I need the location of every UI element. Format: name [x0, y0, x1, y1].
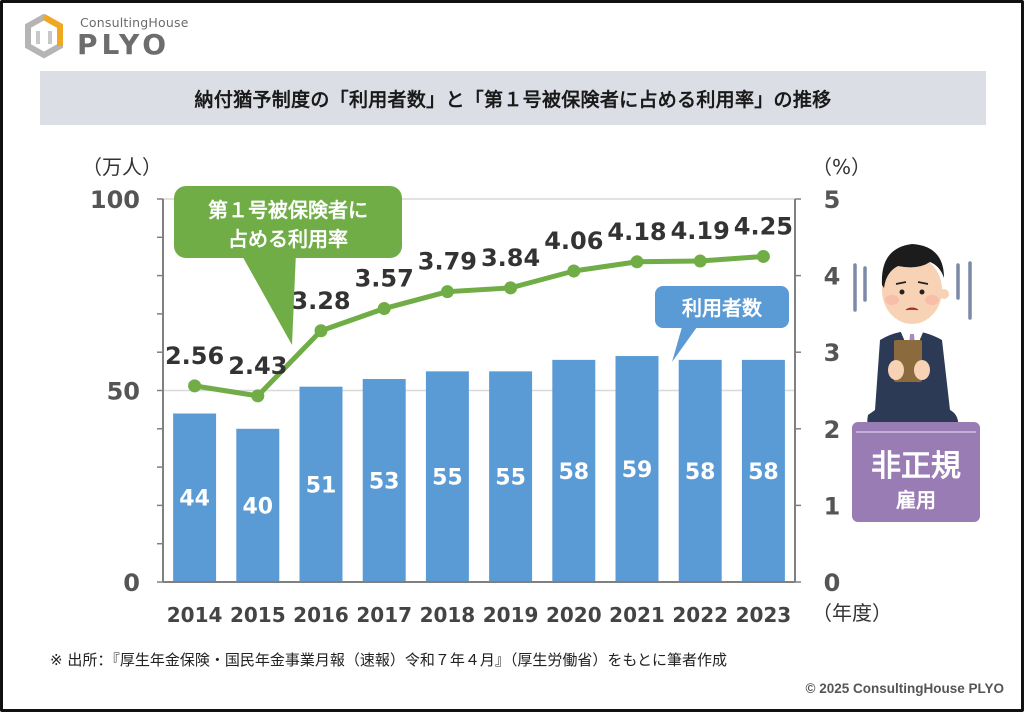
shake-lines	[853, 261, 972, 320]
x-tick-label: 2016	[293, 603, 349, 627]
rate-line	[194, 253, 764, 399]
bar-value-label: 44	[179, 487, 210, 512]
rate-point-2014	[188, 379, 202, 393]
bar-value-label: 59	[622, 458, 653, 483]
rate-point-2018	[440, 285, 454, 299]
right-axis-unit: （%）	[812, 155, 871, 179]
head	[882, 256, 942, 324]
bar-2016	[299, 386, 343, 582]
sign-label-line2: 雇用	[896, 488, 936, 512]
rate-value-label: 3.57	[355, 265, 414, 293]
sign-board	[852, 422, 980, 522]
right-tick-label: 3	[824, 339, 841, 367]
x-tick-label: 2018	[420, 603, 476, 627]
right-tick-label: 0	[824, 569, 841, 597]
left-tick-label: 50	[107, 378, 140, 406]
rate-point-2020	[567, 264, 581, 278]
chart-title: 納付猶予制度の「利用者数」と「第１号被保険者に占める利用率」の推移	[194, 88, 832, 111]
bar-value-label: 58	[748, 460, 779, 485]
x-tick-label: 2019	[483, 603, 539, 627]
rate-point-2017	[377, 302, 391, 316]
rate-callout-line2: 占める利用率	[228, 227, 348, 251]
worried-man-kneeling-icon: 非正規 雇用	[852, 244, 980, 522]
rate-callout	[174, 186, 402, 258]
x-tick-label: 2020	[546, 603, 602, 627]
bar-2017	[362, 379, 406, 582]
rate-value-label: 2.56	[165, 342, 224, 370]
bar-2021	[615, 356, 659, 582]
left-tick-label: 0	[123, 569, 140, 597]
bar-2018	[425, 371, 469, 582]
rate-value-label: 4.18	[607, 218, 666, 246]
rate-value-label: 3.79	[418, 248, 477, 276]
x-tick-label: 2014	[167, 603, 223, 627]
users-callout-pointer	[672, 320, 702, 362]
bar-value-label: 53	[369, 470, 400, 495]
x-tick-label: 2023	[736, 603, 792, 627]
rate-callout-line1: 第１号被保険者に	[208, 198, 368, 222]
rate-callout-pointer	[240, 252, 296, 345]
right-tick-label: 4	[824, 263, 841, 291]
bar-value-label: 55	[432, 466, 463, 491]
bar-value-label: 55	[495, 466, 526, 491]
rate-value-label: 4.25	[734, 212, 793, 240]
copyright: © 2025 ConsultingHouse PLYO	[805, 681, 1005, 696]
x-tick-label: 2021	[609, 603, 665, 627]
sign-label-line1: 非正規	[871, 449, 961, 484]
title-bar: 納付猶予制度の「利用者数」と「第１号被保険者に占める利用率」の推移	[40, 71, 986, 125]
right-tick-label: 2	[824, 416, 841, 444]
left-tick-label: 100	[90, 186, 140, 214]
bar-2022	[678, 359, 722, 582]
rate-value-label: 3.84	[481, 244, 540, 272]
left-axis-unit: （万人）	[82, 155, 162, 179]
suit	[867, 331, 959, 435]
users-callout	[655, 286, 789, 328]
x-tick-label: 2015	[230, 603, 286, 627]
right-tick-label: 5	[824, 186, 841, 214]
rate-point-2019	[504, 281, 518, 295]
rate-value-label: 4.19	[671, 217, 730, 245]
logo: ConsultingHouse PLYO	[24, 12, 194, 61]
logo-title: PLYO	[77, 28, 171, 61]
bar-value-label: 40	[242, 494, 273, 519]
right-tick-label: 1	[824, 492, 841, 520]
source-note: ※ 出所：『厚生年金保険・国民年金事業月報（速報）令和７年４月』（厚生労働省）を…	[50, 651, 728, 669]
x-tick-label: 2017	[356, 603, 412, 627]
x-axis-unit: （年度）	[812, 601, 892, 625]
rate-value-label: 2.43	[228, 352, 287, 380]
bar-2015	[236, 428, 280, 582]
rate-point-2022	[693, 254, 707, 268]
x-tick-label: 2022	[672, 603, 728, 627]
rate-value-label: 4.06	[544, 227, 603, 255]
bar-value-label: 58	[558, 460, 589, 485]
rate-point-2023	[756, 249, 770, 263]
bar-2023	[741, 359, 785, 582]
logo-subtitle: ConsultingHouse	[80, 15, 189, 30]
rate-value-label: 3.28	[291, 287, 350, 315]
users-callout-label: 利用者数	[682, 296, 763, 320]
bar-2014	[173, 413, 217, 582]
hair	[881, 244, 944, 288]
bar-value-label: 58	[685, 460, 716, 485]
bar-2020	[552, 359, 596, 582]
rate-point-2015	[251, 389, 265, 403]
rate-point-2021	[630, 255, 644, 269]
bar-value-label: 51	[306, 473, 337, 498]
hexagon-logo-icon	[25, 14, 63, 59]
rate-point-2016	[314, 324, 328, 338]
bar-2019	[489, 371, 533, 582]
